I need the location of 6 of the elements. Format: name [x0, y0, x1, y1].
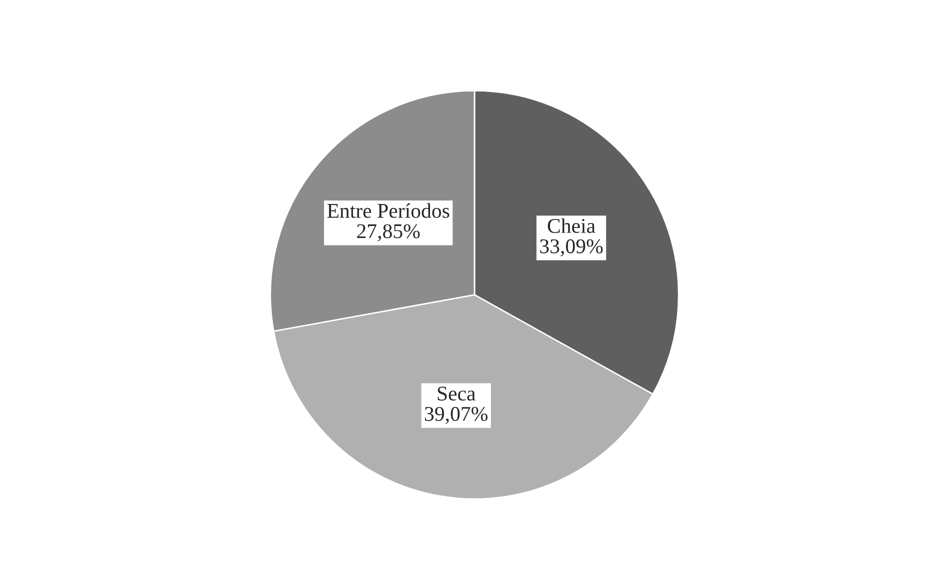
slice-label: Entre Períodos: [327, 203, 450, 218]
data-label: 27,85%: [357, 224, 420, 242]
slice-label: Cheia: [548, 218, 596, 233]
data-label: 33,09%: [540, 239, 603, 256]
data-label: 39,07%: [424, 406, 488, 424]
slice-label: Seca: [438, 386, 476, 401]
